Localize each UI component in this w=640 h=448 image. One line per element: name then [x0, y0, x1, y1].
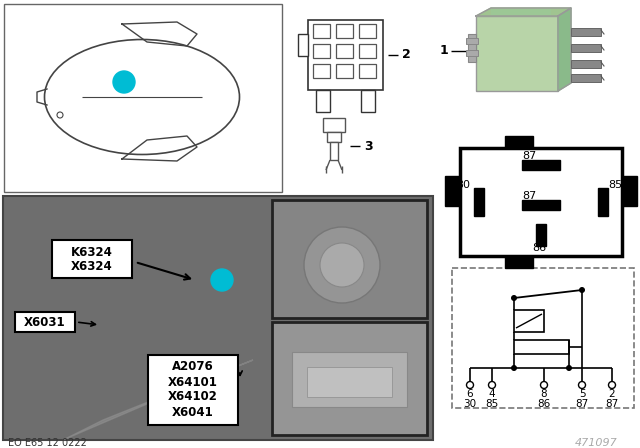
- Text: 87: 87: [522, 151, 536, 161]
- Text: 87: 87: [575, 399, 589, 409]
- Bar: [336, 24, 353, 38]
- Circle shape: [511, 295, 517, 301]
- Bar: [571, 60, 601, 68]
- Bar: [445, 176, 460, 206]
- Text: 2: 2: [609, 389, 615, 399]
- Bar: [571, 44, 601, 52]
- Text: 30: 30: [456, 180, 470, 190]
- Circle shape: [566, 365, 572, 371]
- Bar: [148, 355, 238, 425]
- Bar: [452, 268, 634, 408]
- Text: 87: 87: [605, 399, 619, 409]
- Bar: [336, 44, 353, 58]
- Bar: [52, 240, 132, 278]
- Circle shape: [320, 243, 364, 287]
- Bar: [292, 352, 407, 407]
- Bar: [491, 9, 551, 15]
- Bar: [359, 44, 376, 58]
- Bar: [359, 24, 376, 38]
- Circle shape: [609, 382, 616, 388]
- Polygon shape: [558, 8, 571, 91]
- Circle shape: [541, 382, 547, 388]
- Bar: [571, 28, 601, 36]
- Text: 1: 1: [218, 273, 227, 287]
- Bar: [466, 50, 478, 56]
- Circle shape: [467, 382, 474, 388]
- Bar: [3, 196, 433, 440]
- Bar: [622, 176, 637, 206]
- Bar: [522, 200, 560, 210]
- Circle shape: [488, 382, 495, 388]
- Bar: [514, 340, 569, 354]
- Bar: [298, 34, 308, 56]
- Text: X6031: X6031: [24, 315, 66, 328]
- Text: 471097: 471097: [575, 438, 618, 448]
- Text: X6041: X6041: [172, 405, 214, 418]
- Polygon shape: [63, 360, 253, 440]
- Text: EO E65 12 0222: EO E65 12 0222: [8, 438, 87, 448]
- Bar: [476, 16, 558, 91]
- Text: 2: 2: [402, 48, 411, 61]
- Text: K6324: K6324: [71, 246, 113, 258]
- Bar: [466, 38, 478, 44]
- Text: A2076: A2076: [172, 361, 214, 374]
- Bar: [307, 367, 392, 397]
- Bar: [359, 64, 376, 78]
- Bar: [505, 256, 533, 268]
- Bar: [272, 322, 427, 435]
- Bar: [361, 90, 375, 112]
- Text: 85: 85: [485, 399, 499, 409]
- Bar: [505, 136, 533, 148]
- Bar: [272, 200, 427, 318]
- Text: 1: 1: [120, 76, 129, 89]
- Polygon shape: [476, 8, 571, 16]
- Bar: [330, 142, 338, 160]
- Bar: [598, 188, 608, 216]
- Circle shape: [57, 112, 63, 118]
- Bar: [474, 188, 484, 216]
- Bar: [571, 74, 601, 82]
- Circle shape: [113, 71, 135, 93]
- Text: 86: 86: [538, 399, 550, 409]
- Text: 8: 8: [541, 389, 547, 399]
- Bar: [316, 90, 330, 112]
- Bar: [514, 310, 544, 332]
- Text: X64101: X64101: [168, 375, 218, 388]
- Text: 30: 30: [463, 399, 477, 409]
- Text: 6: 6: [467, 389, 474, 399]
- Bar: [313, 64, 330, 78]
- Circle shape: [579, 287, 585, 293]
- Text: X6324: X6324: [71, 259, 113, 272]
- Bar: [323, 118, 345, 132]
- Text: 1: 1: [439, 44, 448, 57]
- Bar: [308, 20, 383, 90]
- Text: 4: 4: [489, 389, 495, 399]
- Text: 85: 85: [608, 180, 622, 190]
- Text: 87: 87: [522, 191, 536, 201]
- Bar: [313, 24, 330, 38]
- Bar: [15, 312, 75, 332]
- Bar: [522, 160, 560, 170]
- Bar: [460, 148, 622, 256]
- Text: X64102: X64102: [168, 391, 218, 404]
- Text: 86: 86: [532, 243, 546, 253]
- Circle shape: [211, 269, 233, 291]
- Bar: [336, 64, 353, 78]
- Ellipse shape: [45, 39, 239, 155]
- Bar: [327, 132, 341, 142]
- Bar: [313, 44, 330, 58]
- Circle shape: [304, 227, 380, 303]
- Bar: [536, 224, 546, 246]
- Text: 5: 5: [579, 389, 586, 399]
- Bar: [468, 34, 476, 62]
- Bar: [4, 4, 282, 192]
- Circle shape: [511, 365, 517, 371]
- Text: 3: 3: [364, 139, 372, 152]
- Circle shape: [579, 382, 586, 388]
